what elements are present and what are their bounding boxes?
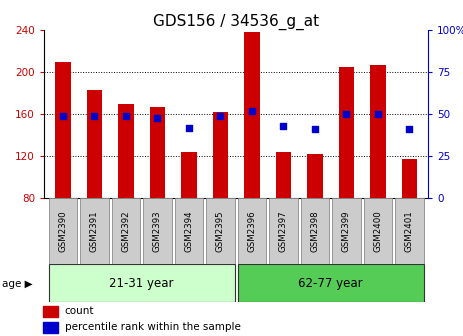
Bar xyxy=(49,264,235,302)
Point xyxy=(185,125,193,130)
Text: percentile rank within the sample: percentile rank within the sample xyxy=(65,322,240,332)
Text: GSM2397: GSM2397 xyxy=(279,210,288,252)
Text: 21-31 year: 21-31 year xyxy=(109,277,174,290)
Bar xyxy=(370,65,386,198)
Text: GSM2400: GSM2400 xyxy=(373,210,382,252)
Bar xyxy=(238,264,424,302)
Text: GSM2391: GSM2391 xyxy=(90,210,99,252)
Bar xyxy=(80,198,108,264)
Text: 62-77 year: 62-77 year xyxy=(298,277,363,290)
Bar xyxy=(181,152,197,198)
Point xyxy=(406,127,413,132)
Bar xyxy=(300,198,329,264)
Text: GSM2399: GSM2399 xyxy=(342,210,351,252)
Bar xyxy=(395,198,424,264)
Text: GSM2401: GSM2401 xyxy=(405,210,414,252)
Point xyxy=(280,123,287,129)
Bar xyxy=(43,322,58,333)
Bar xyxy=(307,154,323,198)
Bar xyxy=(238,198,266,264)
Text: age ▶: age ▶ xyxy=(2,279,33,289)
Point xyxy=(374,112,382,117)
Text: GSM2394: GSM2394 xyxy=(184,210,194,252)
Bar xyxy=(55,62,71,198)
Bar xyxy=(213,112,228,198)
Text: count: count xyxy=(65,306,94,316)
Text: GSM2396: GSM2396 xyxy=(247,210,257,252)
Point xyxy=(343,112,350,117)
Point xyxy=(59,113,67,119)
Point xyxy=(311,127,319,132)
Bar xyxy=(364,198,392,264)
Bar xyxy=(269,198,298,264)
Text: GSM2390: GSM2390 xyxy=(58,210,68,252)
Bar xyxy=(338,67,354,198)
Bar xyxy=(175,198,203,264)
Bar xyxy=(244,32,260,198)
Bar xyxy=(143,198,172,264)
Point xyxy=(91,113,98,119)
Bar xyxy=(332,198,361,264)
Bar xyxy=(87,90,102,198)
Bar xyxy=(118,104,134,198)
Bar xyxy=(150,107,165,198)
Bar xyxy=(275,152,291,198)
Point xyxy=(248,108,256,114)
Text: GSM2393: GSM2393 xyxy=(153,210,162,252)
Point xyxy=(217,113,224,119)
Bar xyxy=(43,306,58,317)
Text: GSM2392: GSM2392 xyxy=(121,210,131,252)
Text: GSM2398: GSM2398 xyxy=(310,210,319,252)
Bar xyxy=(112,198,140,264)
Text: GSM2395: GSM2395 xyxy=(216,210,225,252)
Bar xyxy=(401,159,417,198)
Bar xyxy=(206,198,235,264)
Point xyxy=(154,115,161,120)
Point xyxy=(122,113,130,119)
Bar xyxy=(49,198,77,264)
Title: GDS156 / 34536_g_at: GDS156 / 34536_g_at xyxy=(153,14,319,30)
